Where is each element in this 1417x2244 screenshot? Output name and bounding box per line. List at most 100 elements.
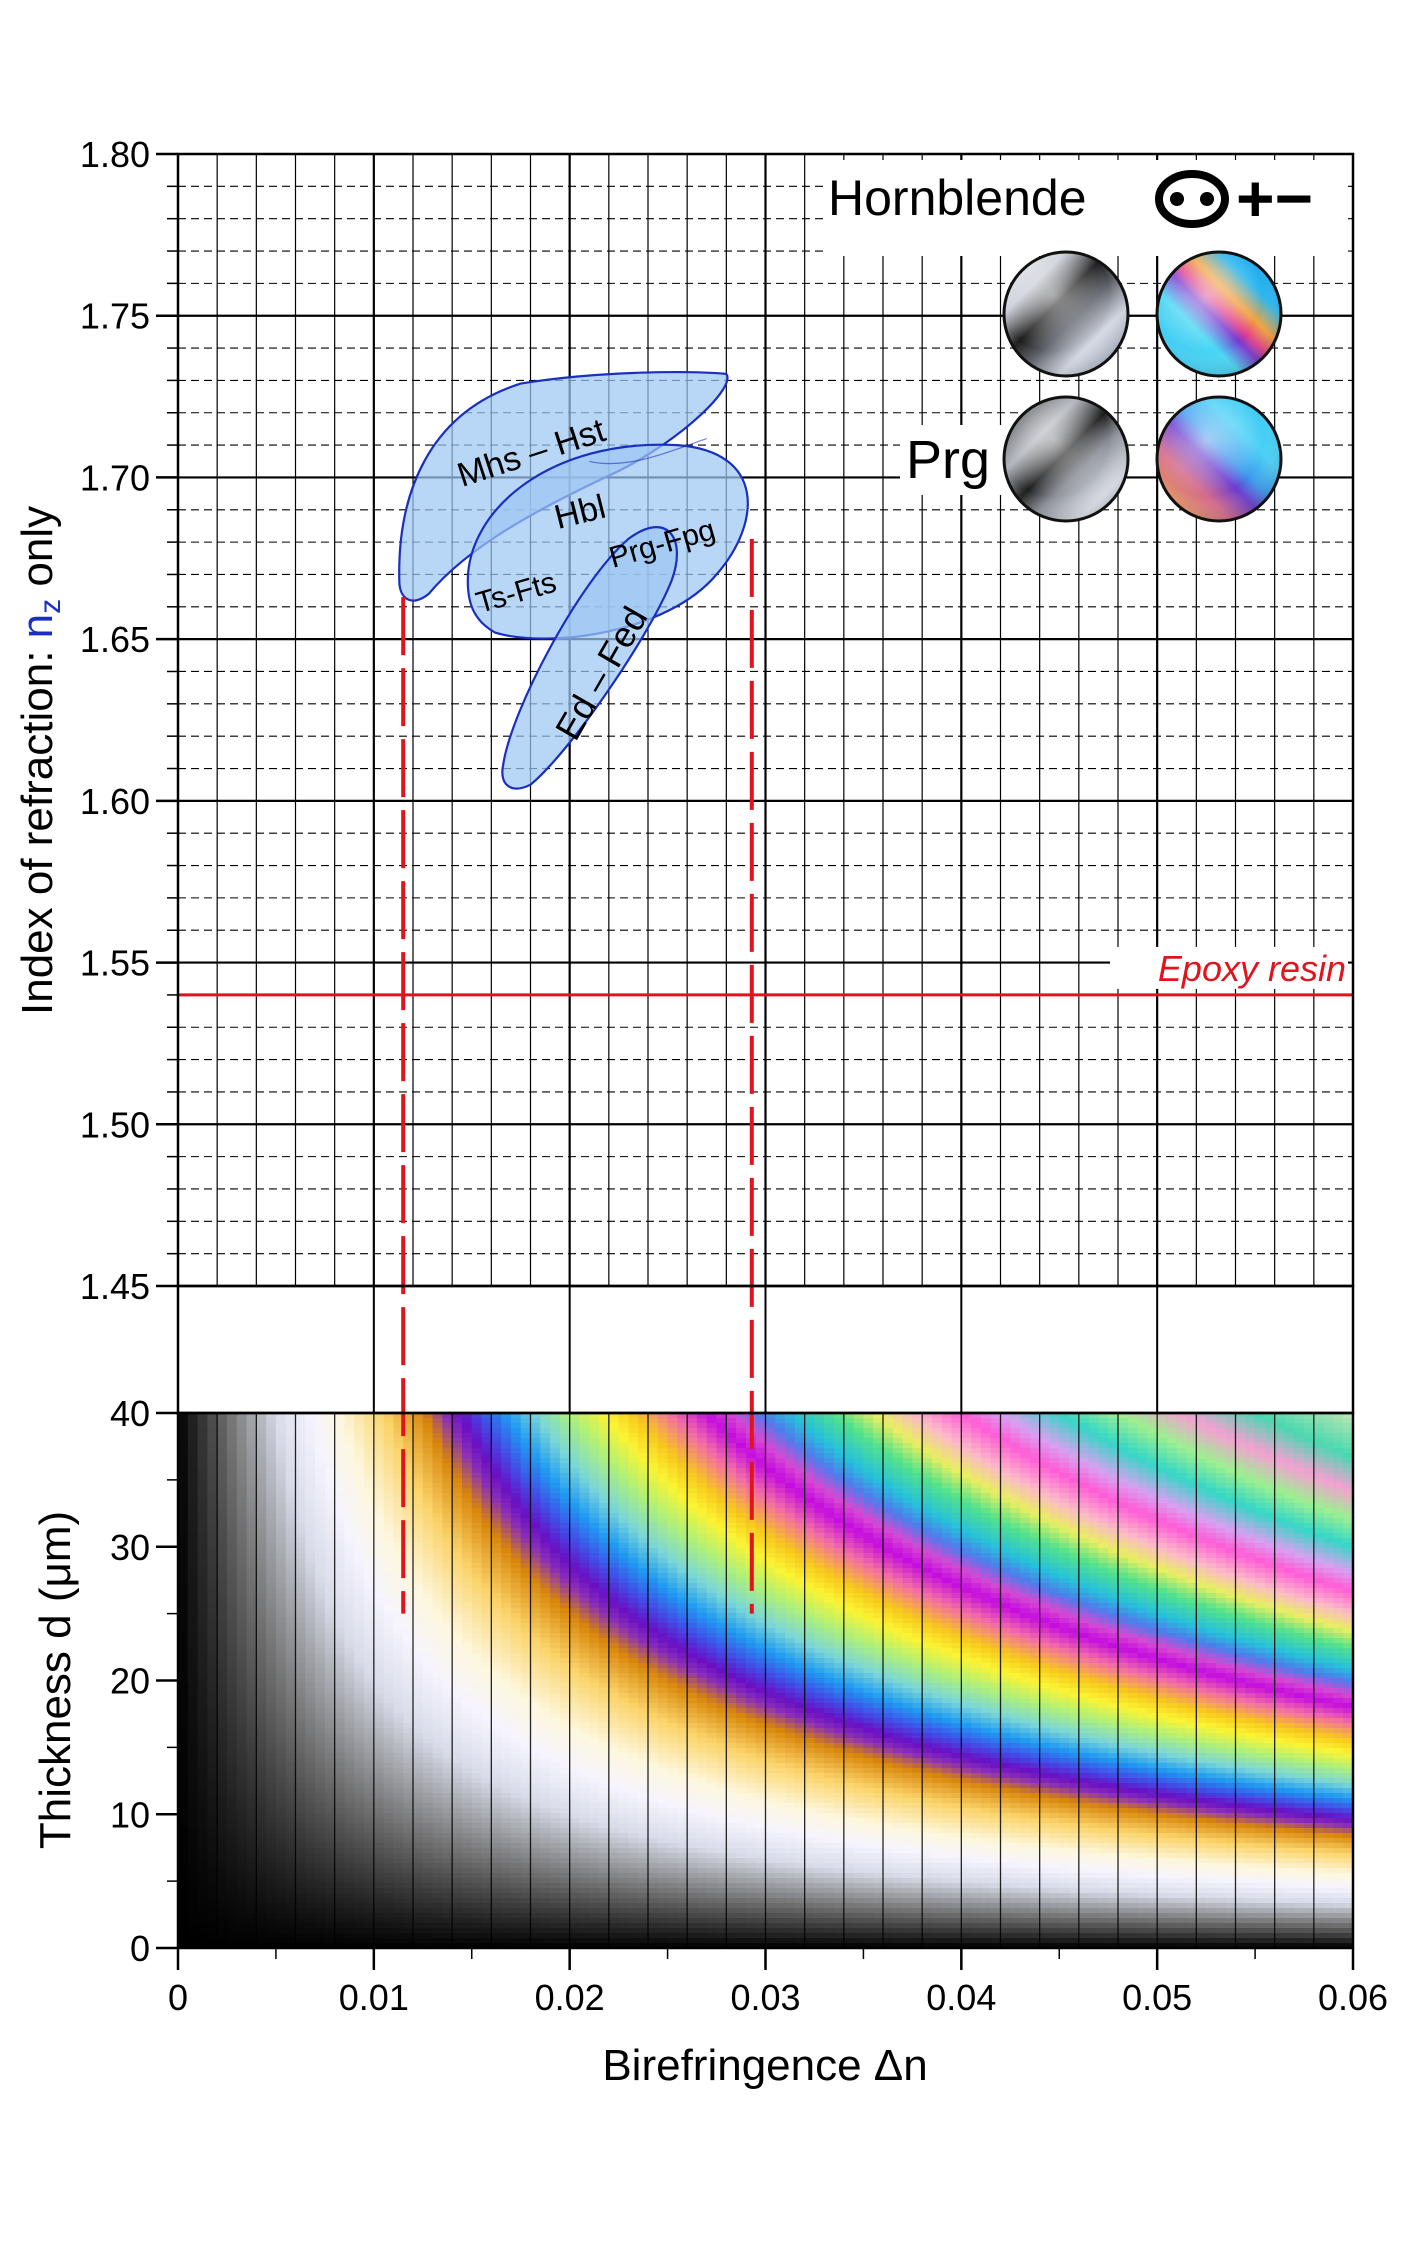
heatmap-cell bbox=[912, 1588, 923, 1594]
heatmap-cell bbox=[1127, 1528, 1139, 1534]
heatmap-cell bbox=[413, 1478, 424, 1484]
heatmap-cell bbox=[1323, 1578, 1335, 1584]
heatmap-cell bbox=[638, 1418, 649, 1424]
heatmap-cell bbox=[1215, 1523, 1227, 1529]
heatmap-cell bbox=[1313, 1603, 1325, 1609]
heatmap-cell bbox=[403, 1473, 414, 1479]
heatmap-cell bbox=[344, 1493, 355, 1499]
heatmap-cell bbox=[951, 1563, 962, 1569]
heatmap-cell bbox=[520, 1433, 532, 1439]
heatmap-cell bbox=[589, 1493, 600, 1499]
heatmap-cell bbox=[383, 1523, 395, 1529]
heatmap-cell bbox=[324, 1518, 336, 1524]
heatmap-cell bbox=[1206, 1523, 1217, 1529]
heatmap-cell bbox=[1235, 1513, 1246, 1519]
heatmap-cell bbox=[1147, 1413, 1158, 1419]
heatmap-cell bbox=[608, 1563, 620, 1569]
heatmap-cell bbox=[1098, 1418, 1109, 1424]
heatmap-cell bbox=[1010, 1453, 1021, 1459]
heatmap-cell bbox=[354, 1513, 365, 1519]
heatmap-cell bbox=[618, 1438, 630, 1444]
heatmap-cell bbox=[922, 1533, 933, 1539]
heatmap-cell bbox=[1225, 1473, 1237, 1479]
heatmap-cell bbox=[471, 1608, 483, 1614]
heatmap-cell bbox=[1049, 1478, 1060, 1484]
heatmap-cell bbox=[1010, 1428, 1021, 1434]
heatmap-cell bbox=[236, 1413, 248, 1419]
heatmap-cell bbox=[217, 1568, 228, 1574]
heatmap-cell bbox=[785, 1483, 796, 1489]
heatmap-cell bbox=[912, 1553, 923, 1559]
heatmap-cell bbox=[1313, 1488, 1325, 1494]
heatmap-cell bbox=[1049, 1448, 1060, 1454]
heatmap-cell bbox=[1069, 1463, 1080, 1469]
heatmap-cell bbox=[266, 1443, 277, 1449]
heatmap-cell bbox=[1304, 1578, 1315, 1584]
heatmap-cell bbox=[461, 1463, 473, 1469]
heatmap-cell bbox=[990, 1518, 1002, 1524]
heatmap-cell bbox=[344, 1513, 355, 1519]
heatmap-cell bbox=[285, 1528, 297, 1534]
heatmap-cell bbox=[1264, 1458, 1276, 1464]
heatmap-cell bbox=[579, 1498, 590, 1504]
heatmap-cell bbox=[716, 1458, 727, 1464]
heatmap-cell bbox=[413, 1443, 424, 1449]
heatmap-cell bbox=[471, 1603, 483, 1609]
heatmap-cell bbox=[775, 1428, 786, 1434]
heatmap-cell bbox=[432, 1578, 443, 1584]
heatmap-cell bbox=[1284, 1438, 1295, 1444]
heatmap-cell bbox=[1137, 1498, 1148, 1504]
heatmap-cell bbox=[461, 1553, 473, 1559]
heatmap-cell bbox=[364, 1583, 375, 1589]
heatmap-cell bbox=[432, 1568, 443, 1574]
heatmap-cell bbox=[990, 1498, 1002, 1504]
heatmap-cell bbox=[1127, 1608, 1139, 1614]
heatmap-cell bbox=[187, 1558, 199, 1564]
heatmap-cell bbox=[902, 1428, 913, 1434]
heatmap-cell bbox=[1284, 1453, 1295, 1459]
heatmap-cell bbox=[550, 1448, 561, 1454]
heatmap-cell bbox=[383, 1453, 395, 1459]
heatmap-cell bbox=[980, 1503, 992, 1509]
heatmap-cell bbox=[696, 1543, 708, 1549]
heatmap-cell bbox=[1137, 1523, 1148, 1529]
heatmap-cell bbox=[1206, 1563, 1217, 1569]
heatmap-cell bbox=[256, 1618, 267, 1624]
heatmap-cell bbox=[883, 1598, 894, 1604]
heatmap-cell bbox=[931, 1593, 943, 1599]
heatmap-cell bbox=[1304, 1533, 1315, 1539]
heatmap-cell bbox=[1323, 1488, 1335, 1494]
heatmap-cell bbox=[1333, 1558, 1344, 1564]
heatmap-cell bbox=[931, 1578, 943, 1584]
heatmap-cell bbox=[1245, 1423, 1256, 1429]
heatmap-cell bbox=[422, 1568, 434, 1574]
heatmap-cell bbox=[285, 1508, 297, 1514]
heatmap-cell bbox=[794, 1503, 806, 1509]
heatmap-cell bbox=[471, 1543, 483, 1549]
heatmap-cell bbox=[1147, 1473, 1158, 1479]
heatmap-cell bbox=[246, 1453, 257, 1459]
heatmap-cell bbox=[1176, 1568, 1188, 1574]
heatmap-cell bbox=[1059, 1453, 1070, 1459]
heatmap-cell bbox=[481, 1613, 492, 1619]
heatmap-cell bbox=[501, 1488, 512, 1494]
heatmap-cell bbox=[1264, 1473, 1276, 1479]
heatmap-cell bbox=[324, 1563, 336, 1569]
heatmap-cell bbox=[648, 1603, 659, 1609]
heatmap-cell bbox=[501, 1538, 512, 1544]
heatmap-cell bbox=[285, 1588, 297, 1594]
heatmap-cell bbox=[1069, 1438, 1080, 1444]
heatmap-cell bbox=[1098, 1458, 1109, 1464]
heatmap-cell bbox=[452, 1578, 463, 1584]
heatmap-cell bbox=[1206, 1553, 1217, 1559]
heatmap-cell bbox=[638, 1603, 649, 1609]
heatmap-cell bbox=[785, 1578, 796, 1584]
heatmap-cell bbox=[1029, 1563, 1041, 1569]
heatmap-cell bbox=[1206, 1498, 1217, 1504]
heatmap-cell bbox=[843, 1538, 855, 1544]
heatmap-cell bbox=[285, 1443, 297, 1449]
heatmap-cell bbox=[1069, 1418, 1080, 1424]
heatmap-cell bbox=[481, 1598, 492, 1604]
heatmap-cell bbox=[442, 1463, 453, 1469]
heatmap-cell bbox=[393, 1433, 404, 1439]
